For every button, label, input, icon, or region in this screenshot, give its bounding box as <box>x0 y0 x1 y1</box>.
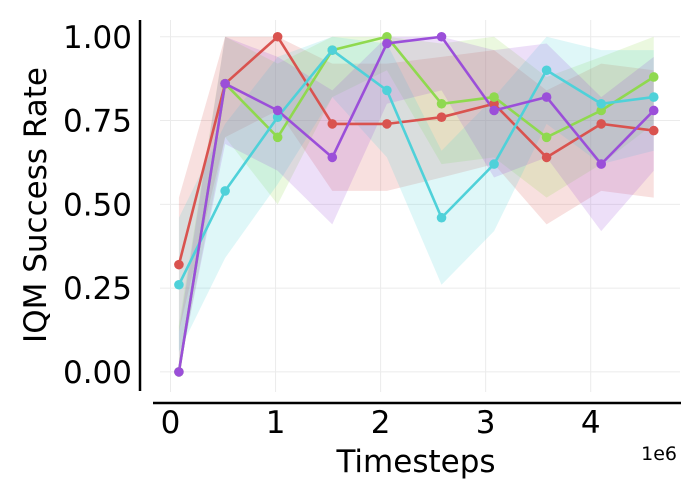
point-series-3-8 <box>596 159 607 169</box>
x-tick-label-4: 4 <box>581 405 601 441</box>
point-series-0-3 <box>327 119 338 129</box>
point-series-0-4 <box>382 119 392 129</box>
point-series-3-4 <box>382 38 392 49</box>
x-tick-label-2: 2 <box>371 405 391 441</box>
point-series-3-6 <box>489 105 499 116</box>
band-series-0 <box>178 36 654 332</box>
series-lines <box>177 35 655 373</box>
point-series-0-6 <box>489 98 499 109</box>
point-series-1-9 <box>648 72 659 82</box>
point-series-1-4 <box>382 31 392 42</box>
y-tick-label-0: 0.00 <box>63 355 132 391</box>
y-axis-label: IQM Success Rate <box>18 67 54 343</box>
point-series-3-9 <box>648 105 659 116</box>
axes <box>138 20 681 405</box>
point-series-1-5 <box>436 98 447 109</box>
point-series-3-5 <box>436 31 447 42</box>
point-series-0-0 <box>174 259 184 270</box>
y-tick-label-1: 0.25 <box>63 271 132 307</box>
point-series-0-8 <box>596 119 607 129</box>
point-series-0-5 <box>436 112 447 122</box>
point-series-0-2 <box>272 31 283 42</box>
line-series-0 <box>177 35 654 265</box>
point-series-3-2 <box>272 105 283 116</box>
x-axis-offset-label: 1e6 <box>641 443 677 465</box>
series-points <box>174 31 659 377</box>
point-series-0-7 <box>541 152 552 163</box>
x-tick-label-0: 0 <box>161 405 181 441</box>
y-tick-label-2: 0.50 <box>63 187 132 223</box>
point-series-2-3 <box>327 45 338 55</box>
point-series-2-6 <box>489 159 499 169</box>
point-series-3-0 <box>174 367 184 377</box>
point-series-2-8 <box>596 98 607 109</box>
x-axis-label: Timesteps <box>335 444 495 480</box>
point-series-1-6 <box>489 92 499 102</box>
band-series-3 <box>178 36 654 372</box>
x-tick-label-3: 3 <box>476 405 496 441</box>
point-series-2-0 <box>174 279 184 290</box>
point-series-1-8 <box>596 105 607 116</box>
line-series-2 <box>177 48 654 286</box>
point-series-2-4 <box>382 85 392 96</box>
y-tick-label-3: 0.75 <box>63 104 132 140</box>
point-series-2-1 <box>220 186 230 196</box>
point-series-2-5 <box>436 212 447 223</box>
band-series-1 <box>178 36 654 372</box>
point-series-0-9 <box>648 125 659 136</box>
point-series-1-2 <box>272 132 283 143</box>
line-series-1 <box>177 35 655 373</box>
band-series-2 <box>178 36 654 352</box>
point-series-2-9 <box>648 92 659 102</box>
point-series-1-7 <box>541 132 552 143</box>
x-tick-label-1: 1 <box>266 405 286 441</box>
line-series-3 <box>177 35 655 373</box>
confidence-bands <box>178 36 654 372</box>
point-series-3-3 <box>327 152 338 163</box>
point-series-2-2 <box>272 112 283 122</box>
y-tick-label-4: 1.00 <box>63 20 132 56</box>
tick-labels: 0 1 2 3 4 0.00 0.25 0.50 0.75 1.00 <box>63 20 601 441</box>
point-series-3-7 <box>541 92 552 102</box>
point-series-2-7 <box>541 65 552 76</box>
point-series-3-1 <box>220 78 230 89</box>
